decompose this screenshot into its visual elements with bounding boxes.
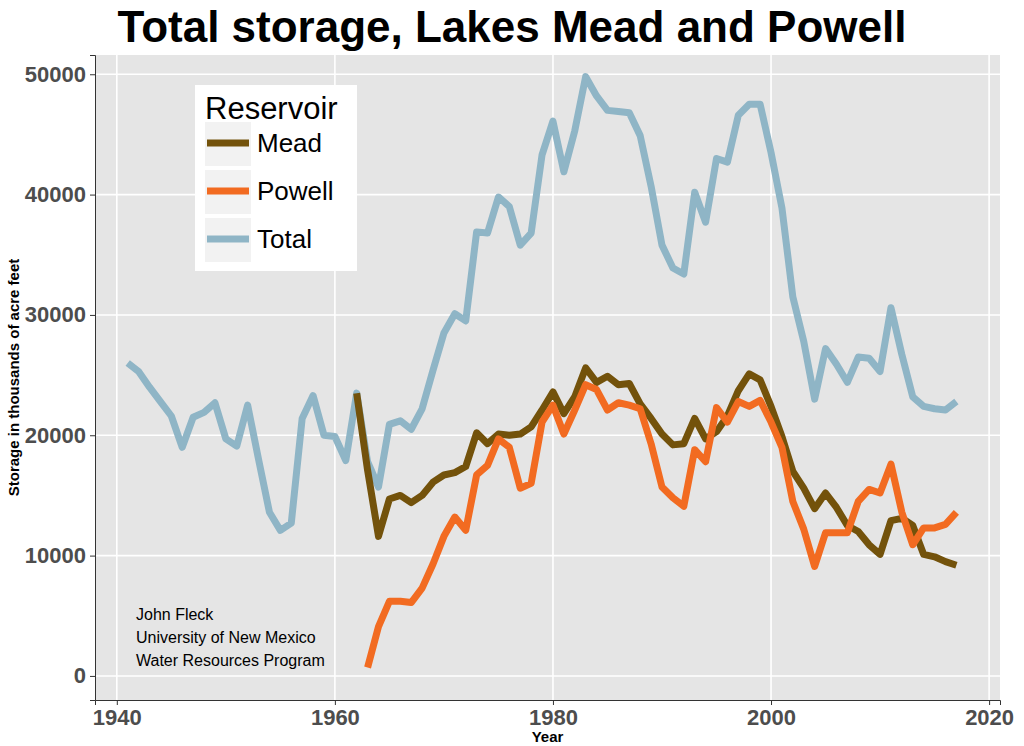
legend-label: Mead — [257, 128, 322, 158]
y-tick-mark — [90, 435, 95, 436]
y-tick: 30000 — [25, 302, 95, 327]
x-tick-label: 1960 — [311, 705, 360, 730]
plot-background — [95, 55, 1000, 700]
annotation: Water Resources Program — [136, 652, 325, 669]
series-line — [128, 77, 957, 531]
grid-line-y — [95, 314, 1000, 316]
legend-title: Reservoir — [205, 91, 338, 126]
y-tick-mark — [90, 315, 95, 316]
chart-title: Total storage, Lakes Mead and Powell — [118, 2, 907, 51]
x-axis: 1940 1960 1980 2000 2020 — [93, 700, 1014, 730]
x-tick-label: 2000 — [747, 705, 796, 730]
grid-line-y — [95, 434, 1000, 436]
plot-group: 1940 1960 1980 2000 2020 0 10000 20000 30000 4000… — [25, 55, 1014, 730]
y-tick: 0 — [74, 663, 95, 688]
grid-line-y — [95, 675, 1000, 677]
legend-label: Total — [257, 224, 312, 254]
y-tick: 20000 — [25, 423, 95, 448]
legend: ReservoirMead Powell Total — [195, 85, 357, 271]
y-axis-line — [90, 56, 96, 701]
annotation: University of New Mexico — [136, 629, 316, 646]
y-tick-mark — [90, 676, 95, 677]
y-tick-label: 10000 — [25, 543, 86, 568]
y-axis: 0 10000 20000 30000 40000 50000 — [25, 56, 96, 701]
annotation: John Fleck — [136, 606, 214, 623]
y-tick-mark — [90, 556, 95, 557]
x-tick: 1940 — [93, 700, 142, 730]
x-axis-title: Year — [532, 728, 564, 745]
y-axis-title: Storage in thousands of acre feet — [5, 259, 22, 497]
legend-key-background — [205, 218, 251, 262]
y-tick-mark — [90, 74, 95, 75]
grid-line-y — [95, 73, 1000, 75]
chart-container: Total storage, Lakes Mead and Powell 1940… — [0, 0, 1024, 746]
y-tick-label: 30000 — [25, 302, 86, 327]
legend-background — [195, 85, 357, 271]
y-tick-label: 50000 — [25, 62, 86, 87]
y-tick-label: 40000 — [25, 182, 86, 207]
y-tick: 10000 — [25, 543, 95, 568]
y-tick: 50000 — [25, 62, 95, 87]
y-tick-mark — [90, 195, 95, 196]
x-tick: 2000 — [747, 700, 796, 730]
grid-line-x — [988, 55, 990, 700]
y-tick-label: 20000 — [25, 423, 86, 448]
chart-svg: Total storage, Lakes Mead and Powell 1940… — [0, 0, 1024, 746]
x-tick: 1980 — [529, 700, 578, 730]
x-tick-label: 1940 — [93, 705, 142, 730]
x-tick-label: 1980 — [529, 705, 578, 730]
y-tick: 40000 — [25, 182, 95, 207]
legend-key-background — [205, 170, 251, 214]
series-group — [128, 77, 957, 668]
x-tick: 2020 — [965, 700, 1014, 730]
legend-label: Powell — [257, 176, 334, 206]
y-tick-label: 0 — [74, 663, 86, 688]
grid-line-y — [95, 555, 1000, 557]
grid-line-x — [552, 55, 554, 700]
grid-line-x — [116, 55, 118, 700]
legend-key-background — [205, 122, 251, 166]
legend-key — [207, 236, 249, 243]
x-tick-label: 2020 — [965, 705, 1014, 730]
legend-key — [207, 140, 249, 147]
series-line — [368, 385, 957, 668]
legend-key — [207, 188, 249, 195]
x-tick: 1960 — [311, 700, 360, 730]
